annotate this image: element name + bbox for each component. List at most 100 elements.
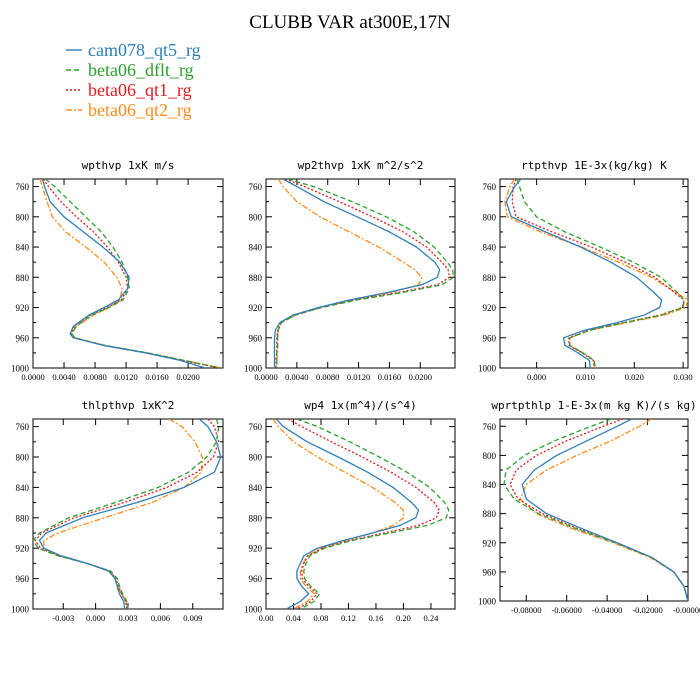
x-tick-label: 0.0120 <box>347 372 370 382</box>
y-tick-label: 800 <box>249 212 263 222</box>
x-tick-label: 0.020 <box>625 372 644 382</box>
x-tick-label: 0.04 <box>286 613 302 623</box>
panel-wp4: wp4 1x(m^4)/(s^4)76080084088092096010000… <box>244 399 456 623</box>
series-line-beta06_qt1_rg <box>509 419 688 601</box>
y-tick-label: 920 <box>483 538 497 548</box>
y-tick-label: 840 <box>16 243 30 253</box>
x-tick-label: 0.0080 <box>316 372 339 382</box>
panel-title: wp2thvp 1xK m^2/s^2 <box>298 159 424 172</box>
x-tick-label: -0.02000 <box>632 605 662 615</box>
y-tick-label: 760 <box>16 182 30 192</box>
legend-label: beta06_qt2_rg <box>88 100 192 120</box>
plot-frame <box>265 178 456 369</box>
series-line-cam078_qt5_rg <box>275 419 420 609</box>
y-tick-label: 760 <box>483 422 497 432</box>
panel-grid: wpthvp 1xK m/s76080084088092096010000.00… <box>11 159 700 623</box>
x-tick-label: -0.003 <box>52 613 74 623</box>
x-tick-label: 0.010 <box>576 372 595 382</box>
x-tick-label: 0.24 <box>424 613 440 623</box>
series-line-beta06_qt1_rg <box>275 179 451 368</box>
series-line-beta06_qt2_rg <box>39 179 222 368</box>
y-tick-label: 880 <box>483 273 497 283</box>
y-tick-label: 840 <box>483 243 497 253</box>
y-tick-label: 800 <box>16 212 30 222</box>
x-tick-label: 0.009 <box>183 613 202 623</box>
y-tick-label: 880 <box>249 273 263 283</box>
y-tick-label: 800 <box>16 453 30 463</box>
series-line-beta06_qt2_rg <box>276 179 423 368</box>
y-tick-label: 760 <box>249 422 263 432</box>
panel-title: rtpthvp 1E-3x(kg/kg) K <box>521 159 667 172</box>
y-tick-label: 1000 <box>244 605 263 615</box>
x-tick-label: 0.006 <box>151 613 170 623</box>
y-tick-label: 1000 <box>478 597 497 607</box>
y-tick-label: 800 <box>483 451 497 461</box>
x-tick-label: 0.0000 <box>254 372 277 382</box>
y-tick-label: 920 <box>16 303 30 313</box>
legend-entry: cam078_qt5_rg <box>66 40 201 60</box>
series-line-beta06_dflt_rg <box>296 419 450 609</box>
x-tick-label: 0.000 <box>86 613 105 623</box>
panel-title: thlpthvp 1xK^2 <box>82 399 175 412</box>
y-tick-label: 960 <box>483 567 497 577</box>
y-tick-label: 960 <box>16 574 30 584</box>
series-line-beta06_dflt_rg <box>33 419 220 609</box>
legend-entry: beta06_qt2_rg <box>66 100 192 120</box>
panel-title: wp4 1x(m^4)/(s^4) <box>304 399 417 412</box>
legend-label: beta06_qt1_rg <box>88 80 192 100</box>
y-tick-label: 920 <box>483 303 497 313</box>
x-tick-label: 0.000 <box>527 372 546 382</box>
y-tick-label: 960 <box>483 333 497 343</box>
y-tick-label: 840 <box>16 483 30 493</box>
legend: cam078_qt5_rg beta06_dflt_rg beta06_qt1_… <box>66 40 201 120</box>
panel-title: wprtpthlp 1-E-3x(m kg K)/(s kg) <box>491 399 696 412</box>
legend-label: beta06_dflt_rg <box>88 60 194 80</box>
panel-wpthvp: wpthvp 1xK m/s76080084088092096010000.00… <box>11 159 224 382</box>
x-tick-label: 0.08 <box>314 613 329 623</box>
x-tick-label: 0.16 <box>369 613 384 623</box>
series-line-beta06_qt1_rg <box>42 179 220 368</box>
y-tick-label: 880 <box>16 513 30 523</box>
x-tick-label: 0.0160 <box>145 372 168 382</box>
y-tick-label: 840 <box>249 483 263 493</box>
y-tick-label: 920 <box>16 544 30 554</box>
plot-frame <box>265 418 456 610</box>
panel-wp2thvp: wp2thvp 1xK m^2/s^2 760 800 840 880 920 960 100… <box>244 159 456 382</box>
panel-rtpthvp: rtpthvp 1E-3x(kg/kg) K 760 800 840 880 920 960… <box>478 159 693 382</box>
plot-frame <box>499 178 689 369</box>
series-line-beta06_qt1_rg <box>287 419 440 609</box>
x-tick-label: 0.003 <box>118 613 137 623</box>
series-line-beta06_qt2_rg <box>504 179 688 368</box>
y-tick-label: 920 <box>249 544 263 554</box>
y-tick-label: 960 <box>249 574 263 584</box>
x-tick-label: 0.0000 <box>21 372 44 382</box>
series-line-cam078_qt5_rg <box>41 179 206 368</box>
panel-title: wpthvp 1xK m/s <box>82 159 175 172</box>
y-tick-label: 760 <box>16 422 30 432</box>
series-line-beta06_dflt_rg <box>276 179 455 368</box>
series-line-beta06_qt2_rg <box>519 419 688 601</box>
y-tick-label: 800 <box>483 212 497 222</box>
series-line-beta06_dflt_rg <box>516 179 685 368</box>
series-line-beta06_qt2_rg <box>43 419 204 609</box>
x-tick-label: 0.0120 <box>114 372 137 382</box>
y-tick-label: 960 <box>249 333 263 343</box>
y-tick-label: 800 <box>249 453 263 463</box>
x-tick-label: 0.0160 <box>378 372 401 382</box>
plot-frame <box>32 178 224 369</box>
y-tick-label: 840 <box>483 480 497 490</box>
x-tick-label: -0.06000 <box>551 605 581 615</box>
x-tick-label: 0.00 <box>259 613 274 623</box>
x-tick-label: 0.0040 <box>285 372 308 382</box>
x-tick-label: 0.0200 <box>409 372 432 382</box>
y-tick-label: 960 <box>16 333 30 343</box>
y-tick-label: 880 <box>483 509 497 519</box>
x-tick-label: 0.0200 <box>176 372 199 382</box>
y-tick-label: 840 <box>249 243 263 253</box>
x-tick-label: -0.04000 <box>592 605 622 615</box>
panel-thlpthvp: thlpthvp 1xK^2 760 800 840 880 920 960 1000 -0.0… <box>11 399 224 623</box>
y-tick-label: 760 <box>249 182 263 192</box>
legend-entry: beta06_dflt_rg <box>66 60 194 80</box>
y-tick-label: 1000 <box>11 364 30 374</box>
